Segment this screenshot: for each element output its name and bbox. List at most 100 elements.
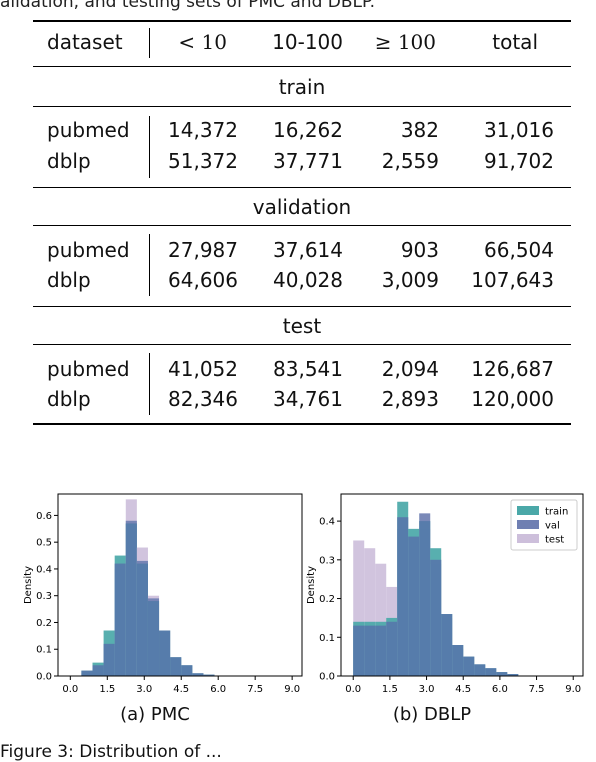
c1-xtick-label: 3.0 xyxy=(419,684,435,695)
section-label-validation: validation xyxy=(252,195,352,219)
caption-dblp: (b) DBLP xyxy=(392,704,472,725)
c1-bar-overlap xyxy=(485,668,497,676)
c0-bar-overlap xyxy=(203,674,215,676)
c1-legend-label-val: val xyxy=(545,521,560,532)
section-label-train: train xyxy=(278,75,326,99)
c1-bar-overlap xyxy=(375,625,387,676)
cell-value: 37,614 xyxy=(273,238,343,262)
cell-value: 120,000 xyxy=(471,387,554,411)
c1-bar-val xyxy=(496,672,508,676)
c1-bar-overlap xyxy=(419,521,431,676)
cell-value: 903 xyxy=(400,238,439,262)
c1-ytick-label: 0.3 xyxy=(319,555,335,566)
cell-value: 41,052 xyxy=(168,357,238,381)
c0-bar-val xyxy=(147,598,160,676)
c0-bar-overlap xyxy=(192,673,204,676)
header-rule xyxy=(33,66,571,67)
row-name: pubmed xyxy=(47,238,130,262)
c0-bar-overlap xyxy=(103,643,115,676)
header-lt10: < 10 xyxy=(178,30,227,54)
cell-value: 2,893 xyxy=(381,387,439,411)
c1-bar-overlap xyxy=(364,625,376,676)
cell-value: 126,687 xyxy=(471,357,554,381)
c0-bar-overlap xyxy=(125,523,137,676)
c0-ytick-label: 0.3 xyxy=(36,591,52,602)
c0-bar-overlap xyxy=(181,665,193,676)
c0-bar-val xyxy=(203,674,215,676)
row-divider xyxy=(149,116,150,178)
section-label-test: test xyxy=(282,314,322,338)
c1-bar-val xyxy=(430,559,442,676)
c1-bar-overlap xyxy=(441,614,453,676)
c0-bar-val xyxy=(192,673,204,676)
c1-bar-val xyxy=(375,625,387,676)
cell-value: 82,346 xyxy=(168,387,238,411)
c1-bar-test xyxy=(375,563,387,676)
c1-bar-val xyxy=(364,625,376,676)
row-name: dblp xyxy=(47,268,91,292)
cell-value: 2,559 xyxy=(381,149,439,173)
cell-value: 14,372 xyxy=(168,118,238,142)
c0-bar-overlap xyxy=(81,670,93,676)
header-divider xyxy=(149,28,150,58)
c0-xtick-label: 6.0 xyxy=(210,684,226,695)
cell-value: 27,987 xyxy=(168,238,238,262)
c1-ylabel: Density xyxy=(306,566,317,604)
c0-ytick-label: 0.1 xyxy=(36,645,52,656)
c1-bar-val xyxy=(353,625,365,676)
c0-xtick-label: 0.0 xyxy=(62,684,78,695)
c0-ylabel: Density xyxy=(23,566,34,604)
header-ge100: ≥ 100 xyxy=(374,30,436,54)
cell-value: 83,541 xyxy=(273,357,343,381)
c0-bar-overlap xyxy=(170,657,182,676)
c1-bar-val xyxy=(452,645,464,676)
top-caption-text: alidation, and testing sets of PMC and D… xyxy=(0,0,376,12)
section-rule xyxy=(33,344,571,345)
cell-value: 2,094 xyxy=(381,357,439,381)
cell-value: 51,372 xyxy=(168,149,238,173)
c1-xtick-label: 6.0 xyxy=(492,684,508,695)
c1-bar-val xyxy=(441,614,453,676)
c0-ytick-label: 0.2 xyxy=(36,618,52,629)
header-10-100: 10-100 xyxy=(272,30,343,54)
c1-ytick-label: 0.4 xyxy=(319,517,335,528)
c1-bar-overlap xyxy=(386,621,398,676)
c1-legend-swatch-test xyxy=(517,534,539,543)
section-rule xyxy=(33,225,571,226)
c1-bar-overlap xyxy=(452,645,464,676)
c1-bar-val xyxy=(485,668,497,676)
row-name: dblp xyxy=(47,149,91,173)
c0-bar-overlap xyxy=(159,630,171,676)
c1-legend-swatch-val xyxy=(517,520,539,529)
table-top-rule xyxy=(33,20,571,22)
c1-bar-overlap xyxy=(507,674,519,676)
c1-bar-val xyxy=(408,536,420,676)
c1-axes-frame xyxy=(340,493,584,677)
c1-ytick-label: 0.1 xyxy=(319,633,335,644)
c0-axes-frame xyxy=(57,493,303,677)
c1-bar-val xyxy=(507,674,519,676)
c0-xtick-label: 1.5 xyxy=(99,684,115,695)
c0-bar-overlap xyxy=(92,665,104,676)
bottom-caption-text: Figure 3: Distribution of ... xyxy=(0,742,222,762)
c0-bar-val xyxy=(181,665,193,676)
cell-value: 3,009 xyxy=(381,268,439,292)
c0-bar-val xyxy=(136,560,148,676)
row-name: dblp xyxy=(47,387,91,411)
c1-ytick-label: 0.0 xyxy=(319,672,335,683)
c1-bar-val xyxy=(474,664,486,676)
c0-ytick-label: 0.0 xyxy=(36,672,52,683)
c1-legend-label-test: test xyxy=(545,535,564,546)
cell-value: 107,643 xyxy=(471,268,554,292)
c0-ytick-label: 0.5 xyxy=(36,538,52,549)
c1-bar-val xyxy=(419,513,431,676)
c1-bar-test xyxy=(364,548,376,676)
c0-ytick-label: 0.4 xyxy=(36,564,52,575)
c1-bar-overlap xyxy=(496,672,508,676)
c1-legend-label-train: train xyxy=(545,507,568,518)
c0-bar-overlap xyxy=(114,563,126,676)
c0-ytick-label: 0.6 xyxy=(36,511,52,522)
section-rule xyxy=(33,306,571,307)
c1-bar-overlap xyxy=(353,625,365,676)
cell-value: 31,016 xyxy=(484,118,554,142)
